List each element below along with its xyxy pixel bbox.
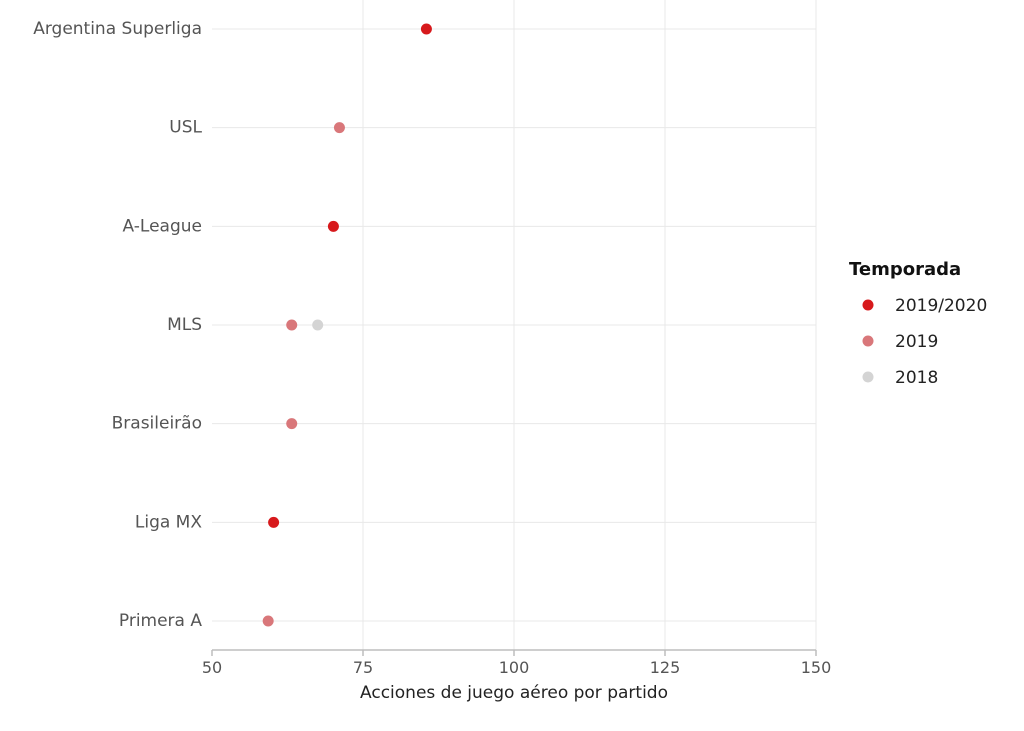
legend-swatch [862, 299, 874, 311]
data-point-2019-2020 [327, 220, 339, 232]
data-points [262, 23, 432, 627]
legend-swatch [862, 335, 874, 347]
x-tick-label: 50 [202, 658, 222, 677]
legend-label: 2018 [895, 368, 938, 388]
category-label: Liga MX [135, 512, 202, 532]
legend-swatch [862, 371, 874, 383]
data-point-2019 [262, 615, 274, 627]
category-label: Primera A [119, 611, 202, 631]
legend-items: 2019/2020 2019 2018 [862, 296, 987, 388]
x-tick-label: 100 [499, 658, 530, 677]
data-point-2019-2020 [268, 516, 280, 528]
legend: Temporada 2019/2020 2019 2018 [849, 259, 987, 388]
legend-label: 2019/2020 [895, 296, 987, 316]
x-tick-label: 150 [801, 658, 832, 677]
x-tick-label: 75 [353, 658, 373, 677]
data-point-2018 [312, 319, 324, 331]
x-axis-title: Acciones de juego aéreo por partido [360, 683, 668, 703]
x-tick-labels: 50 75 100 125 150 [202, 658, 831, 677]
grid-layer [212, 0, 817, 650]
category-label: USL [169, 118, 202, 138]
legend-title: Temporada [849, 259, 961, 280]
x-axis [211, 649, 817, 656]
category-label: Argentina Superliga [33, 19, 202, 39]
category-label: A-League [123, 216, 202, 236]
category-label: Brasileirão [112, 414, 202, 434]
data-point-2019 [333, 122, 345, 134]
data-point-2019 [286, 418, 298, 430]
data-point-2019 [286, 319, 298, 331]
category-label: MLS [167, 315, 202, 335]
x-tick-label: 125 [650, 658, 681, 677]
category-labels: Argentina Superliga USL A-League MLS Brasile… [33, 19, 202, 631]
data-point-2019-2020 [420, 23, 432, 35]
legend-label: 2019 [895, 332, 938, 352]
